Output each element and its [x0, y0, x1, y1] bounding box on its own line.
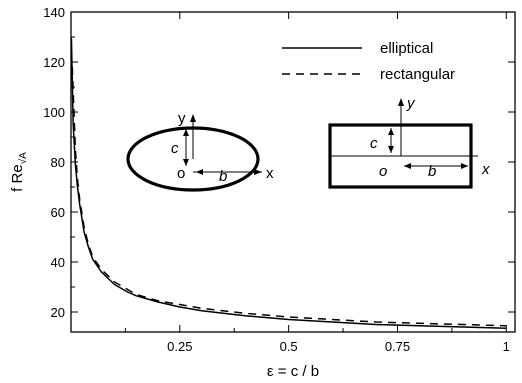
- rectangle-y-label: y: [406, 95, 416, 112]
- y-tick-label: 80: [51, 155, 65, 170]
- rectangle-b-label: b: [428, 163, 436, 180]
- legend-label-rectangular: rectangular: [380, 66, 455, 83]
- ellipse-c-arrow-top-icon: [183, 129, 189, 136]
- ellipse-origin-label: o: [177, 165, 185, 182]
- ellipse-b-arrow-left-icon: [196, 169, 203, 175]
- plot-area-frame: [70, 11, 516, 333]
- y-axis-title-subscript: √A: [17, 152, 29, 164]
- ellipse-c-label: c: [171, 140, 179, 157]
- y-axis: 20 40 60 80 100 120 140: [43, 5, 515, 320]
- legend-label-elliptical: elliptical: [380, 40, 433, 57]
- legend: elliptical rectangular: [282, 40, 455, 83]
- series-layer: [70, 36, 507, 330]
- rectangle-c-label: c: [370, 135, 378, 152]
- ellipse-y-arrow-icon: [190, 114, 196, 122]
- rectangle-b-arrow-left-icon: [404, 163, 411, 169]
- rectangle-inset: y x c o b: [328, 95, 490, 189]
- x-tick-label: 0.5: [280, 339, 298, 354]
- x-axis-title: ε = c / b: [267, 363, 319, 380]
- x-tick-label: 0.75: [385, 339, 410, 354]
- x-axis: 0.25 0.5 0.75 1: [124, 12, 510, 354]
- rectangle-y-arrow-icon: [398, 98, 404, 106]
- svg-text:f Re√A: f Re√A: [9, 152, 29, 192]
- y-tick-label: 40: [51, 255, 65, 270]
- y-tick-label: 60: [51, 205, 65, 220]
- rectangle-origin-label: o: [379, 163, 387, 180]
- rectangle-x-label: x: [481, 161, 490, 178]
- rectangle-c-arrow-bottom-icon: [388, 146, 394, 153]
- y-axis-title: f Re√A: [9, 152, 29, 192]
- x-tick-label: 1: [503, 339, 510, 354]
- y-tick-label: 140: [43, 5, 65, 20]
- x-tick-label: 0.25: [167, 339, 192, 354]
- ellipse-c-arrow-bottom-icon: [183, 159, 189, 166]
- ellipse-y-label: y: [178, 110, 186, 127]
- y-tick-label: 100: [43, 105, 65, 120]
- rectangle-c-arrow-top-icon: [388, 128, 394, 135]
- ellipse-x-label: x: [266, 165, 274, 182]
- rectangle-b-arrow-right-icon: [461, 163, 468, 169]
- series-line-rectangular: [71, 66, 507, 327]
- y-tick-label: 120: [43, 55, 65, 70]
- ellipse-b-label: b: [219, 168, 227, 185]
- y-tick-label: 20: [51, 305, 65, 320]
- y-axis-title-main: f Re: [9, 164, 26, 192]
- ellipse-inset: y x c o b: [126, 110, 274, 192]
